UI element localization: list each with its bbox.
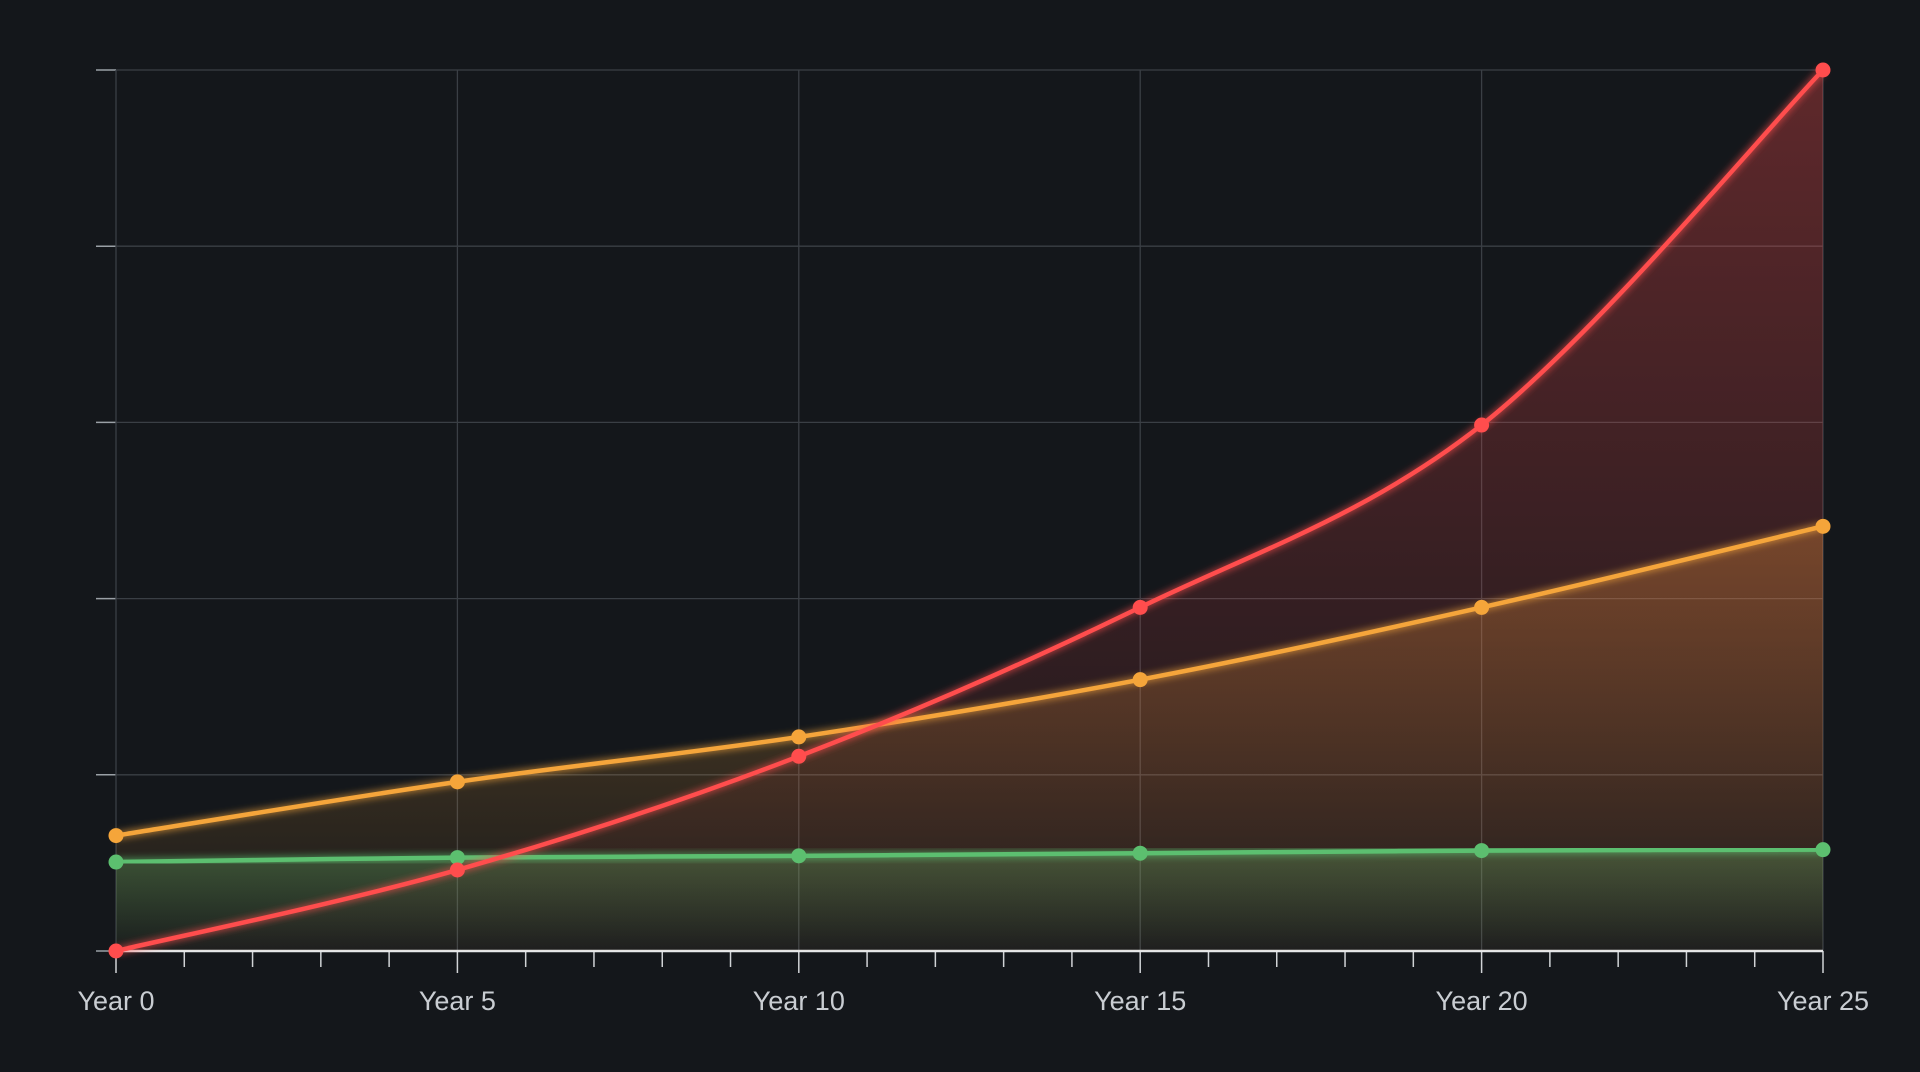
data-point (108, 943, 124, 959)
data-point (1474, 417, 1490, 433)
x-tick-label: Year 0 (77, 986, 154, 1016)
data-point (1132, 599, 1148, 615)
area-fill (116, 70, 1823, 951)
data-point (791, 848, 807, 864)
data-point (1815, 842, 1831, 858)
data-point (791, 729, 807, 745)
data-point (1132, 672, 1148, 688)
x-tick-label: Year 25 (1777, 986, 1869, 1016)
x-tick-label: Year 10 (753, 986, 845, 1016)
data-point (449, 774, 465, 790)
data-point (1815, 62, 1831, 78)
line (115, 847, 1824, 865)
data-point (1474, 843, 1490, 859)
data-point (1815, 518, 1831, 534)
data-point (108, 854, 124, 870)
x-tick-label: Year 5 (419, 986, 496, 1016)
data-point (1132, 845, 1148, 861)
x-tick-label: Year 20 (1436, 986, 1528, 1016)
line (115, 524, 1824, 838)
data-point (1474, 599, 1490, 615)
line (115, 68, 1825, 954)
x-tick-label: Year 15 (1094, 986, 1186, 1016)
data-point (108, 828, 124, 844)
data-point (791, 748, 807, 764)
data-point (449, 850, 465, 866)
data-point (449, 862, 465, 878)
